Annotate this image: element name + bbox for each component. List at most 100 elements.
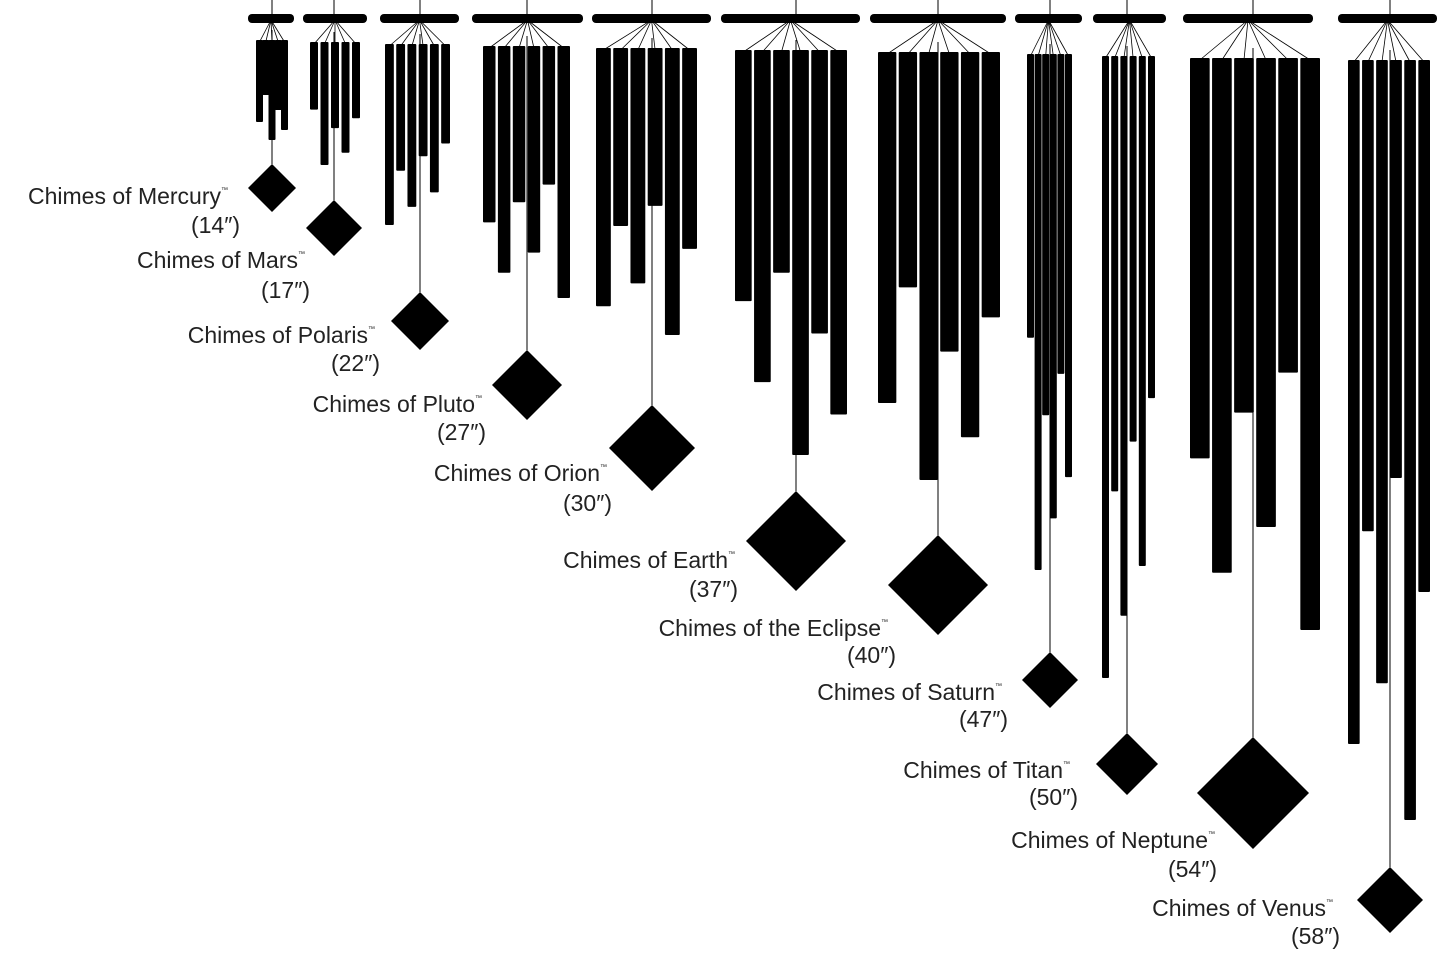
chime-size: (27″) (437, 419, 486, 445)
tube-string (1247, 19, 1311, 61)
tube-string (389, 19, 420, 47)
tube (981, 52, 1000, 318)
tube (256, 40, 263, 122)
top-bar (592, 14, 711, 23)
sail (306, 200, 362, 256)
tube-string (419, 19, 435, 47)
tube-string (1353, 19, 1388, 63)
tube-string (907, 19, 939, 55)
tube-string (419, 19, 446, 47)
tube-string (603, 19, 652, 51)
tube (320, 42, 329, 165)
tube (1348, 60, 1360, 744)
tube (1057, 54, 1065, 374)
tube (960, 52, 980, 438)
trademark: ™ (221, 187, 228, 194)
tube-string (1048, 19, 1054, 57)
tube-string (1129, 19, 1134, 59)
chime-size: (14″) (191, 212, 240, 238)
tube-string (527, 19, 550, 49)
tube-string (419, 19, 424, 47)
tube (1256, 58, 1276, 528)
chime-name: Chimes of Earth™ (563, 547, 735, 573)
tube-string (503, 19, 528, 49)
trademark: ™ (1326, 899, 1333, 906)
chime: Chimes of Orion™(30″) (434, 0, 711, 516)
chime-name: Chimes of Venus™ (1152, 895, 1333, 921)
tube (281, 40, 288, 130)
tube (1418, 60, 1430, 592)
chime-name: Chimes of Saturn™ (817, 679, 1002, 705)
tube (262, 40, 270, 95)
name: Chimes of Orion (434, 460, 600, 486)
tube-string (886, 19, 939, 55)
tube (773, 50, 790, 273)
tube-string (1114, 19, 1130, 59)
tube (429, 44, 439, 193)
tube-string (259, 19, 272, 43)
tube (1049, 54, 1057, 519)
tube (385, 44, 394, 225)
sail (492, 350, 562, 420)
chime: Chimes of Neptune™(54″) (1011, 0, 1320, 882)
chime-size: (40″) (847, 642, 896, 668)
tube-string (651, 19, 690, 51)
tube-string (1381, 19, 1388, 63)
chime-size: (17″) (261, 277, 310, 303)
chime-size: (37″) (689, 576, 738, 602)
chime-size: (54″) (1168, 856, 1217, 882)
tube (1102, 56, 1109, 678)
top-bar (472, 14, 583, 23)
chime-name: Chimes of Pluto™ (313, 391, 482, 417)
tube-string (1129, 19, 1152, 59)
chime: Chimes of Pluto™(27″) (313, 0, 583, 445)
tube (512, 46, 526, 203)
tube-string (651, 19, 656, 51)
tube-string (743, 19, 791, 53)
chime: Chimes of Saturn™(47″) (817, 0, 1082, 732)
tube-string (1129, 19, 1143, 59)
tube (830, 50, 847, 415)
tube-string (1199, 19, 1249, 61)
trademark: ™ (600, 464, 607, 471)
tube-string (1387, 19, 1411, 63)
trademark: ™ (1208, 831, 1215, 838)
chime: Chimes of Polaris™(22″) (188, 0, 459, 376)
sail (609, 405, 695, 491)
tube (1278, 58, 1298, 373)
top-bar (1093, 14, 1166, 23)
tube (596, 48, 611, 307)
chime-name: Chimes of Titan™ (903, 757, 1070, 783)
tube-string (1387, 19, 1397, 63)
top-bar (721, 14, 860, 23)
name: Chimes of Mars (137, 247, 298, 273)
name: Chimes of the Eclipse (659, 615, 881, 641)
chime-name: Chimes of Mercury™ (28, 183, 228, 209)
tube (331, 42, 339, 129)
chime: Chimes of Venus™(58″) (1152, 0, 1437, 949)
tube-string (637, 19, 652, 51)
tube-string (270, 19, 285, 43)
tube-string (265, 19, 272, 43)
tube (1404, 60, 1416, 820)
sail (746, 491, 846, 591)
tube-string (334, 19, 357, 45)
tube-string (527, 19, 535, 49)
tube (1042, 54, 1050, 416)
trademark: ™ (728, 551, 735, 558)
name: Chimes of Venus (1152, 895, 1326, 921)
tube (1138, 56, 1146, 567)
tube-string (411, 19, 420, 47)
tube (647, 48, 663, 206)
chime-size: (50″) (1029, 784, 1078, 810)
name: Chimes of Mercury (28, 183, 221, 209)
tube (441, 44, 450, 144)
tube (310, 42, 318, 110)
chime-size: (47″) (959, 706, 1008, 732)
tube-string (334, 19, 346, 45)
tube-string (937, 19, 950, 55)
name: Chimes of Titan (903, 757, 1063, 783)
tube (396, 44, 406, 171)
name: Chimes of Pluto (313, 391, 475, 417)
